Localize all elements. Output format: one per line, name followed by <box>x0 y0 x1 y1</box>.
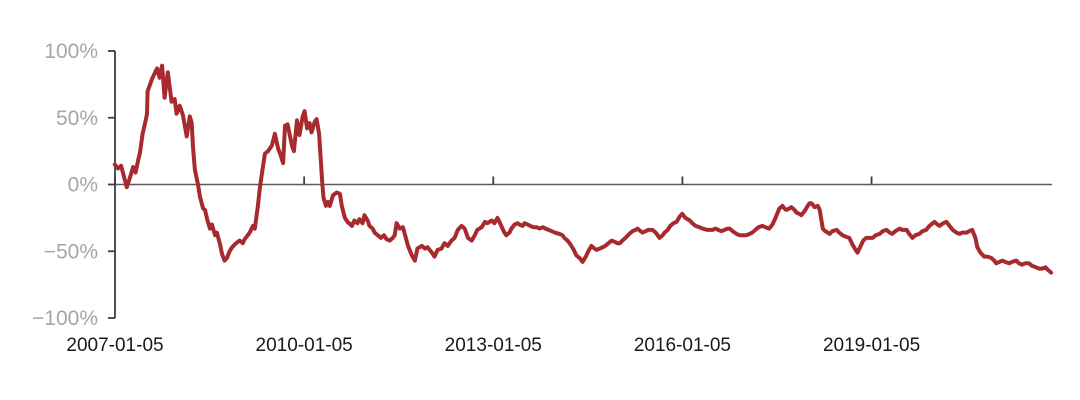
y-axis-tick-label: 50% <box>56 107 98 130</box>
series-line-cumulative-return-pct <box>112 63 1054 275</box>
y-axis-tick-label: 100% <box>44 40 98 63</box>
x-axis-tick-label: 2010-01-05 <box>256 335 353 356</box>
y-axis-tick-label: 0% <box>68 174 98 197</box>
y-axis-tick-label: −100% <box>32 307 98 330</box>
y-axis-tick-label: −50% <box>44 240 98 263</box>
x-axis-tick-label: 2013-01-05 <box>445 335 542 356</box>
x-axis-tick-label: 2007-01-05 <box>66 335 163 356</box>
x-axis-tick-label: 2016-01-05 <box>634 335 731 356</box>
x-axis-tick-label: 2019-01-05 <box>823 335 920 356</box>
